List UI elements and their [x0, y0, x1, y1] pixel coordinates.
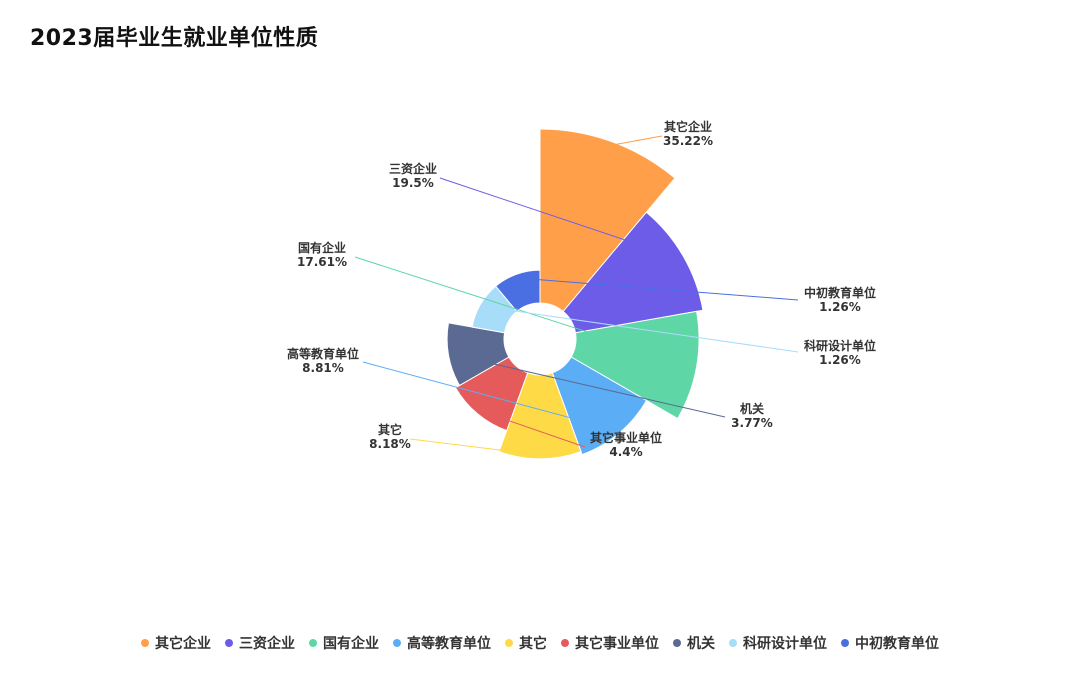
leader-line-4 — [362, 361, 617, 431]
label-leader-lines — [354, 135, 799, 456]
data-label-value-2: 19.5% — [392, 176, 434, 190]
rose-segment-2[interactable] — [562, 211, 704, 334]
data-label-value-7: 3.77% — [731, 416, 773, 430]
legend-item-6[interactable]: 其它事业单位 — [561, 633, 659, 653]
data-label-category-5: 其它 — [378, 422, 402, 437]
legend-item-7[interactable]: 机关 — [673, 633, 715, 653]
data-label-category-7: 机关 — [740, 401, 764, 416]
legend-dot-icon — [141, 639, 149, 647]
leader-line-8 — [483, 306, 799, 353]
leader-line-2 — [439, 177, 680, 259]
data-label-value-3: 17.61% — [297, 255, 347, 269]
leader-line-9 — [517, 277, 799, 301]
rose-segment-7[interactable] — [446, 322, 510, 387]
data-label-category-4: 高等教育单位 — [287, 346, 359, 361]
legend-dot-icon — [841, 639, 849, 647]
legend-dot-icon — [505, 639, 513, 647]
leader-line-3 — [354, 256, 693, 367]
legend-label: 其它企业 — [155, 636, 211, 652]
leader-line-6 — [479, 410, 586, 448]
leader-line-5 — [409, 438, 541, 456]
rose-segment-9[interactable] — [495, 269, 541, 313]
legend-item-1[interactable]: 其它企业 — [141, 633, 211, 653]
data-label-value-6: 4.4% — [609, 445, 642, 459]
data-label-category-3: 国有企业 — [298, 240, 346, 255]
legend-label: 机关 — [687, 636, 715, 652]
data-label-value-1: 35.22% — [663, 134, 713, 148]
rose-segment-3[interactable] — [570, 310, 700, 420]
legend-label: 中初教育单位 — [855, 636, 939, 652]
legend-label: 国有企业 — [323, 636, 379, 652]
chart-title: 2023届毕业生就业单位性质 — [30, 26, 319, 51]
legend-dot-icon — [729, 639, 737, 647]
legend-item-3[interactable]: 国有企业 — [309, 633, 379, 653]
legend-item-5[interactable]: 其它 — [505, 633, 547, 653]
legend-dot-icon — [673, 639, 681, 647]
rose-segment-4[interactable] — [551, 356, 648, 456]
legend-item-8[interactable]: 科研设计单位 — [729, 633, 827, 653]
leader-line-7 — [452, 353, 726, 418]
data-label-value-8: 1.26% — [819, 353, 861, 367]
legend-label: 科研设计单位 — [743, 636, 827, 652]
legend-item-9[interactable]: 中初教育单位 — [841, 633, 939, 653]
data-label-value-9: 1.26% — [819, 300, 861, 314]
legend-dot-icon — [393, 639, 401, 647]
rose-segment-6[interactable] — [454, 356, 529, 432]
rose-segment-1[interactable] — [539, 128, 676, 313]
data-label-category-1: 其它企业 — [664, 119, 712, 134]
rose-segments — [446, 128, 704, 460]
legend-dot-icon — [309, 639, 317, 647]
data-label-category-6: 其它事业单位 — [590, 430, 662, 445]
data-label-category-8: 科研设计单位 — [804, 338, 876, 353]
legend-dot-icon — [561, 639, 569, 647]
legend-label: 其它事业单位 — [575, 636, 659, 652]
legend-label: 三资企业 — [239, 636, 295, 652]
data-label-value-4: 8.81% — [302, 361, 344, 375]
data-label-category-2: 三资企业 — [389, 161, 437, 176]
data-label-value-5: 8.18% — [369, 437, 411, 451]
leader-line-1 — [610, 135, 663, 146]
legend-item-2[interactable]: 三资企业 — [225, 633, 295, 653]
data-label-category-9: 中初教育单位 — [804, 285, 876, 300]
legend-dot-icon — [225, 639, 233, 647]
legend-label: 高等教育单位 — [407, 636, 491, 652]
legend-label: 其它 — [519, 636, 547, 652]
legend-item-4[interactable]: 高等教育单位 — [393, 633, 491, 653]
chart-legend: 其它企业 三资企业 国有企业 高等教育单位 其它 其它事业单位 机关 科研设计单位 中初教育单位 — [0, 633, 1080, 653]
